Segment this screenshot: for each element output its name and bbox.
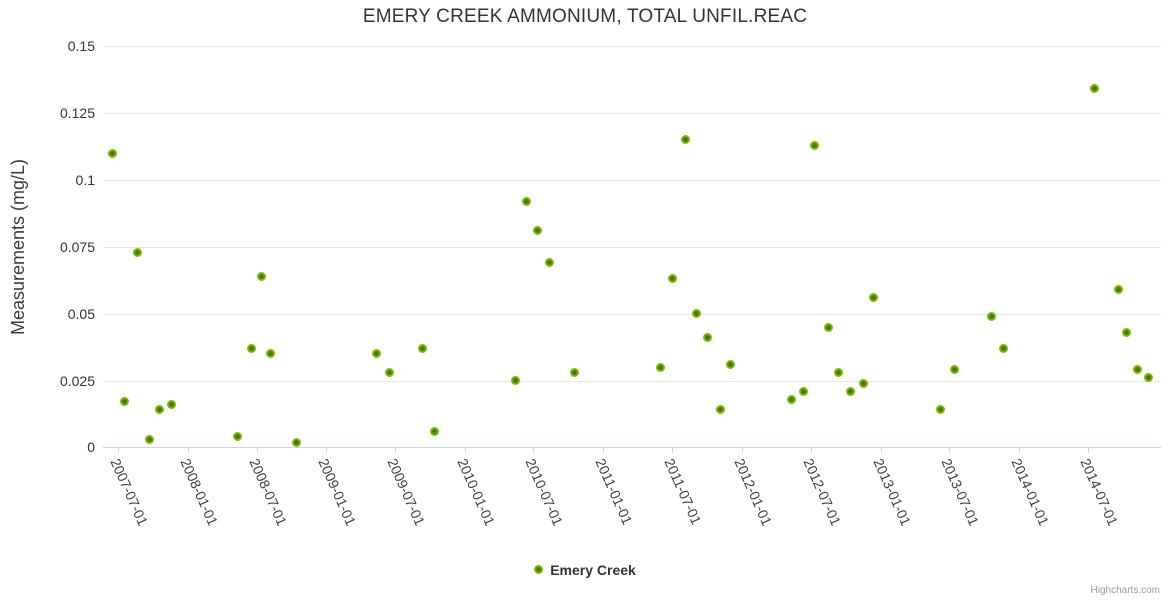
data-point[interactable] xyxy=(292,437,302,447)
data-point[interactable] xyxy=(799,386,809,396)
data-point[interactable] xyxy=(868,293,878,303)
x-axis-label: 2014-07-01 xyxy=(1077,456,1121,528)
data-point[interactable] xyxy=(120,397,130,407)
data-point[interactable] xyxy=(233,432,243,442)
x-axis-label: 2014-01-01 xyxy=(1008,456,1053,528)
x-tick xyxy=(672,448,673,453)
x-axis-line xyxy=(103,447,1161,448)
data-point[interactable] xyxy=(1121,327,1131,337)
data-point[interactable] xyxy=(703,333,713,343)
data-point[interactable] xyxy=(858,378,868,388)
x-tick xyxy=(326,448,327,453)
legend[interactable]: Emery Creek xyxy=(0,561,1170,579)
data-point[interactable] xyxy=(1114,285,1124,295)
x-tick xyxy=(465,448,466,453)
data-point[interactable] xyxy=(145,434,155,444)
x-tick xyxy=(257,448,258,453)
y-axis-label: 0.125 xyxy=(59,105,95,122)
highcharts-credit-link[interactable]: Highcharts.com xyxy=(1090,585,1160,596)
y-gridline xyxy=(103,246,1161,248)
y-axis-label: 0.025 xyxy=(59,372,95,389)
data-point[interactable] xyxy=(247,343,257,353)
x-tick xyxy=(533,448,534,453)
x-tick xyxy=(118,448,119,453)
data-point[interactable] xyxy=(167,400,177,410)
data-point[interactable] xyxy=(1133,365,1143,375)
y-axis-label: 0.075 xyxy=(59,238,95,255)
x-tick xyxy=(881,448,882,453)
legend-label: Emery Creek xyxy=(550,561,636,578)
data-point[interactable] xyxy=(108,148,118,158)
data-point[interactable] xyxy=(692,309,702,319)
x-axis-label: 2013-07-01 xyxy=(938,456,983,528)
x-tick xyxy=(1088,448,1089,453)
x-axis-label: 2010-01-01 xyxy=(454,456,498,528)
data-point[interactable] xyxy=(1144,373,1154,383)
x-axis-label: 2009-07-01 xyxy=(384,456,429,528)
y-gridline xyxy=(103,179,1161,181)
data-point[interactable] xyxy=(809,140,819,150)
data-point[interactable] xyxy=(824,322,834,332)
x-tick xyxy=(949,448,950,453)
x-tick xyxy=(395,448,396,453)
data-point[interactable] xyxy=(429,426,439,436)
y-axis-label: 0.15 xyxy=(67,38,95,55)
x-axis-label: 2011-01-01 xyxy=(592,456,636,527)
x-axis-label: 2008-01-01 xyxy=(176,456,221,528)
chart-title: EMERY CREEK AMMONIUM, TOTAL UNFIL.REAC xyxy=(362,6,808,27)
y-gridline xyxy=(103,313,1161,315)
y-gridline xyxy=(103,380,1161,382)
y-axis-label: 0 xyxy=(87,439,95,456)
data-point[interactable] xyxy=(522,196,532,206)
y-axis-label: 0.1 xyxy=(75,171,95,188)
data-point[interactable] xyxy=(949,365,959,375)
data-point[interactable] xyxy=(133,247,143,257)
data-point[interactable] xyxy=(418,343,428,353)
data-point[interactable] xyxy=(936,405,945,415)
x-axis-label: 2011-07-01 xyxy=(661,456,705,527)
x-tick xyxy=(188,448,189,453)
x-axis-label: 2012-01-01 xyxy=(731,456,775,528)
y-axis-label: 0.05 xyxy=(67,305,95,322)
data-point[interactable] xyxy=(834,368,844,377)
data-point[interactable] xyxy=(655,362,665,372)
x-tick xyxy=(811,448,812,453)
data-point[interactable] xyxy=(1089,84,1099,94)
data-point[interactable] xyxy=(371,349,381,359)
x-tick xyxy=(1019,448,1020,453)
data-point[interactable] xyxy=(256,271,266,281)
data-point[interactable] xyxy=(154,405,164,415)
data-point[interactable] xyxy=(384,368,394,377)
y-gridline xyxy=(103,46,1161,48)
data-point[interactable] xyxy=(511,376,521,386)
data-point[interactable] xyxy=(681,135,691,145)
x-axis-label: 2010-07-01 xyxy=(522,456,567,528)
data-point[interactable] xyxy=(570,368,580,377)
data-point[interactable] xyxy=(266,349,276,359)
data-point[interactable] xyxy=(545,258,555,268)
x-axis-label: 2007-07-01 xyxy=(107,456,151,528)
x-tick xyxy=(742,448,743,453)
data-point[interactable] xyxy=(668,274,678,284)
data-point[interactable] xyxy=(715,405,725,415)
y-gridline xyxy=(103,113,1161,115)
x-axis-label: 2009-01-01 xyxy=(315,456,360,528)
x-axis-label: 2013-01-01 xyxy=(869,456,914,528)
x-axis-label: 2008-07-01 xyxy=(245,456,290,528)
x-tick xyxy=(603,448,604,453)
data-point[interactable] xyxy=(987,311,997,321)
data-point[interactable] xyxy=(846,386,856,396)
x-axis-label: 2012-07-01 xyxy=(800,456,844,528)
data-point[interactable] xyxy=(532,226,542,236)
data-point[interactable] xyxy=(998,343,1008,353)
data-point[interactable] xyxy=(726,359,736,369)
legend-item[interactable]: Emery Creek xyxy=(534,562,636,578)
data-point[interactable] xyxy=(786,394,796,404)
legend-marker-icon xyxy=(534,565,544,574)
